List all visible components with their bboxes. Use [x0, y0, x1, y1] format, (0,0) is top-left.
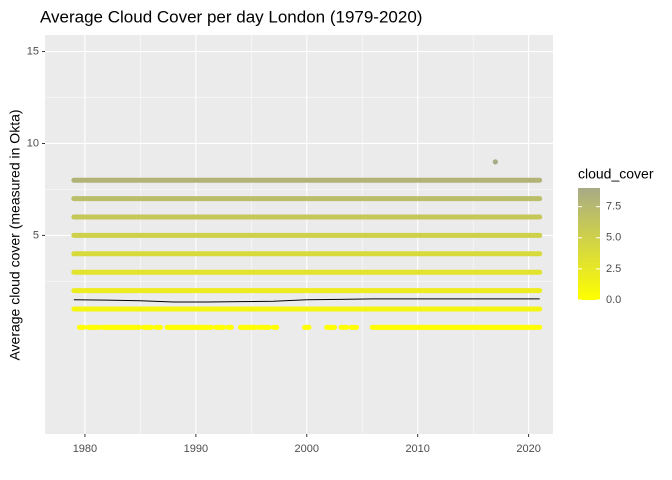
x-tick-label: 2010: [405, 443, 429, 455]
colorbar: [578, 188, 600, 300]
legend-tick-label: 7.5: [606, 201, 621, 213]
x-tick-label: 1990: [184, 443, 208, 455]
point: [492, 159, 498, 165]
trend-line: [73, 298, 540, 303]
x-tick-label: 1980: [73, 443, 97, 455]
chart-title: Average Cloud Cover per day London (1979…: [40, 7, 422, 26]
legend-tick-label: 0.0: [606, 294, 621, 306]
legend-title: cloud_cover: [578, 166, 654, 182]
x-tick-label: 2020: [516, 443, 540, 455]
y-tick-label: 5: [33, 229, 39, 241]
x-tick-label: 2000: [295, 443, 319, 455]
legend-tick-label: 2.5: [606, 263, 621, 275]
y-axis-label: Average cloud cover (measured in Okta): [7, 109, 23, 360]
y-tick-label: 15: [27, 45, 39, 57]
y-tick-label: 10: [27, 137, 39, 149]
legend-tick-label: 5.0: [606, 232, 621, 244]
